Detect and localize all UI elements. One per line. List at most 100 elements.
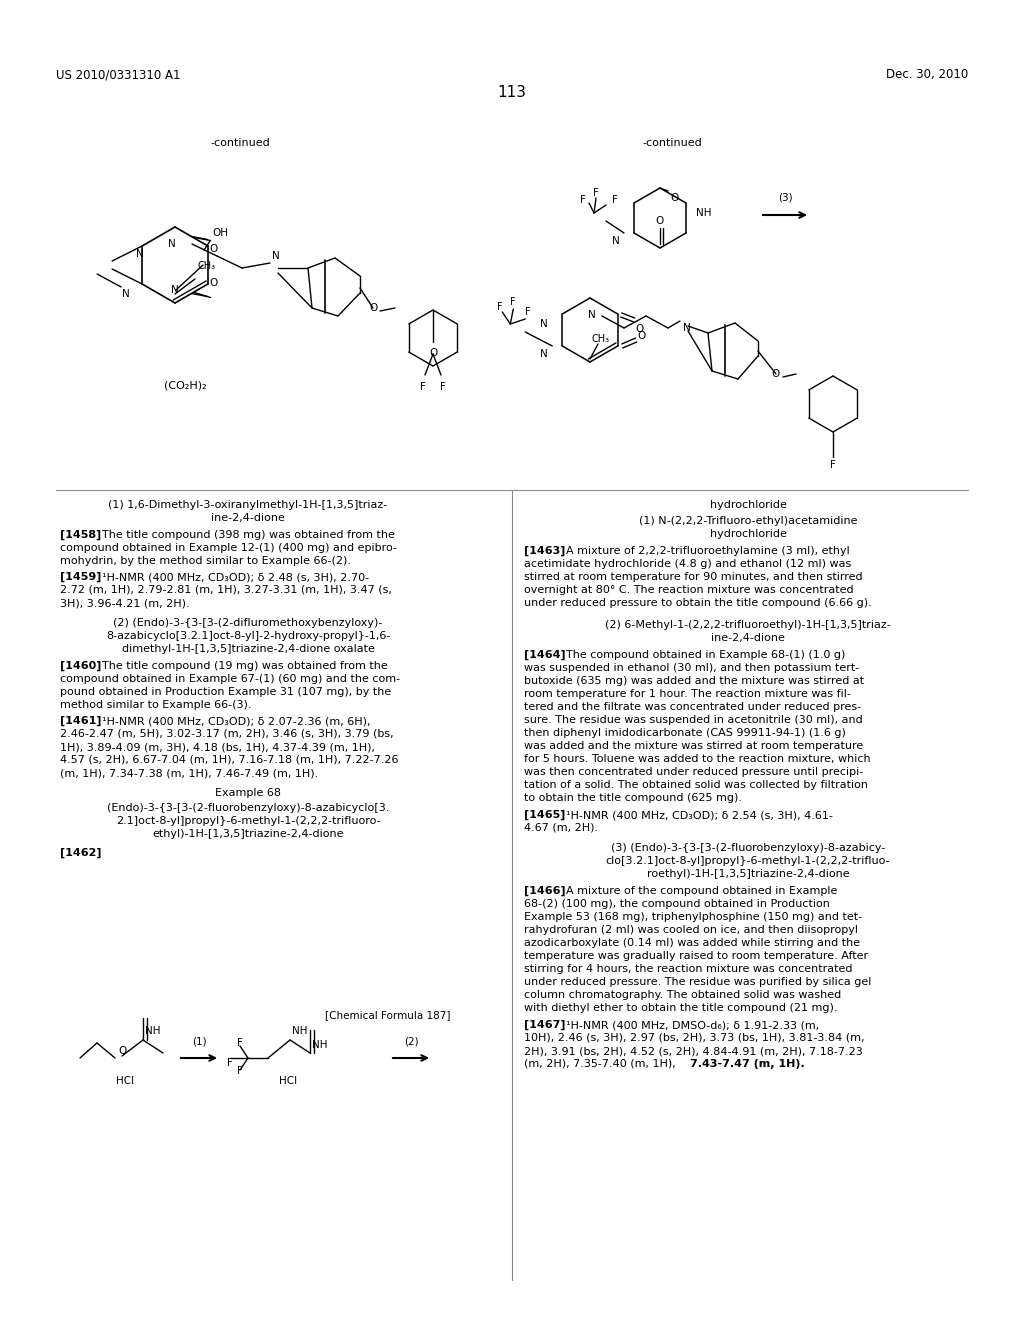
Text: dimethyl-1H-[1,3,5]triazine-2,4-dione oxalate: dimethyl-1H-[1,3,5]triazine-2,4-dione ox…: [122, 644, 375, 653]
Text: N: N: [541, 319, 548, 329]
Text: [1467]: [1467]: [524, 1020, 565, 1031]
Text: F: F: [238, 1038, 243, 1048]
Text: then diphenyl imidodicarbonate (CAS 99911-94-1) (1.6 g): then diphenyl imidodicarbonate (CAS 9991…: [524, 729, 846, 738]
Text: N: N: [683, 323, 691, 333]
Text: (1) 1,6-Dimethyl-3-oxiranylmethyl-1H-[1,3,5]triaz-: (1) 1,6-Dimethyl-3-oxiranylmethyl-1H-[1,…: [109, 500, 388, 510]
Text: N: N: [612, 236, 620, 246]
Text: clo[3.2.1]oct-8-yl]propyl}-6-methyl-1-(2,2,2-trifluo-: clo[3.2.1]oct-8-yl]propyl}-6-methyl-1-(2…: [605, 855, 890, 866]
Text: -continued: -continued: [642, 139, 701, 148]
Text: The title compound (398 mg) was obtained from the: The title compound (398 mg) was obtained…: [102, 531, 395, 540]
Text: (2) (Endo)-3-{3-[3-(2-difluromethoxybenzyloxy)-: (2) (Endo)-3-{3-[3-(2-difluromethoxybenz…: [114, 618, 383, 628]
Text: (3) (Endo)-3-{3-[3-(2-fluorobenzyloxy)-8-azabicy-: (3) (Endo)-3-{3-[3-(2-fluorobenzyloxy)-8…: [611, 843, 885, 853]
Text: under reduced pressure to obtain the title compound (6.66 g).: under reduced pressure to obtain the tit…: [524, 598, 871, 609]
Text: ¹H-NMR (400 MHz, CD₃OD); δ 2.48 (s, 3H), 2.70-: ¹H-NMR (400 MHz, CD₃OD); δ 2.48 (s, 3H),…: [102, 572, 369, 582]
Text: 4.67 (m, 2H).: 4.67 (m, 2H).: [524, 822, 598, 833]
Text: 3H), 3.96-4.21 (m, 2H).: 3H), 3.96-4.21 (m, 2H).: [60, 598, 189, 609]
Text: stirred at room temperature for 90 minutes, and then stirred: stirred at room temperature for 90 minut…: [524, 572, 862, 582]
Text: was suspended in ethanol (30 ml), and then potassium tert-: was suspended in ethanol (30 ml), and th…: [524, 663, 859, 673]
Text: [Chemical Formula 187]: [Chemical Formula 187]: [326, 1010, 451, 1020]
Text: NH: NH: [696, 209, 712, 218]
Text: (CO₂H)₂: (CO₂H)₂: [164, 380, 206, 389]
Text: 2.1]oct-8-yl]propyl}-6-methyl-1-(2,2,2-trifluoro-: 2.1]oct-8-yl]propyl}-6-methyl-1-(2,2,2-t…: [116, 816, 380, 826]
Text: 2H), 3.91 (bs, 2H), 4.52 (s, 2H), 4.84-4.91 (m, 2H), 7.18-7.23: 2H), 3.91 (bs, 2H), 4.52 (s, 2H), 4.84-4…: [524, 1045, 863, 1056]
Text: 68-(2) (100 mg), the compound obtained in Production: 68-(2) (100 mg), the compound obtained i…: [524, 899, 829, 909]
Text: mohydrin, by the method similar to Example 66-(2).: mohydrin, by the method similar to Examp…: [60, 556, 351, 566]
Text: azodicarboxylate (0.14 ml) was added while stirring and the: azodicarboxylate (0.14 ml) was added whi…: [524, 939, 860, 948]
Text: tation of a solid. The obtained solid was collected by filtration: tation of a solid. The obtained solid wa…: [524, 780, 868, 789]
Text: (2) 6-Methyl-1-(2,2,2-trifluoroethyl)-1H-[1,3,5]triaz-: (2) 6-Methyl-1-(2,2,2-trifluoroethyl)-1H…: [605, 620, 891, 630]
Text: stirring for 4 hours, the reaction mixture was concentrated: stirring for 4 hours, the reaction mixtu…: [524, 964, 853, 974]
Text: CH₃: CH₃: [197, 261, 215, 271]
Text: O: O: [670, 193, 678, 203]
Text: The title compound (19 mg) was obtained from the: The title compound (19 mg) was obtained …: [102, 661, 388, 671]
Text: for 5 hours. Toluene was added to the reaction mixture, which: for 5 hours. Toluene was added to the re…: [524, 754, 870, 764]
Text: -continued: -continued: [210, 139, 270, 148]
Text: F: F: [420, 381, 426, 392]
Text: CH₃: CH₃: [592, 334, 610, 345]
Text: 10H), 2.46 (s, 3H), 2.97 (bs, 2H), 3.73 (bs, 1H), 3.81-3.84 (m,: 10H), 2.46 (s, 3H), 2.97 (bs, 2H), 3.73 …: [524, 1034, 864, 1043]
Text: 2.72 (m, 1H), 2.79-2.81 (m, 1H), 3.27-3.31 (m, 1H), 3.47 (s,: 2.72 (m, 1H), 2.79-2.81 (m, 1H), 3.27-3.…: [60, 585, 392, 595]
Text: NH: NH: [312, 1040, 328, 1049]
Text: (1): (1): [191, 1036, 206, 1045]
Text: compound obtained in Example 12-(1) (400 mg) and epibro-: compound obtained in Example 12-(1) (400…: [60, 543, 397, 553]
Text: (3): (3): [777, 191, 793, 202]
Text: [1459]: [1459]: [60, 572, 101, 582]
Text: N: N: [168, 239, 176, 249]
Text: column chromatography. The obtained solid was washed: column chromatography. The obtained soli…: [524, 990, 842, 1001]
Text: (m, 1H), 7.34-7.38 (m, 1H), 7.46-7.49 (m, 1H).: (m, 1H), 7.34-7.38 (m, 1H), 7.46-7.49 (m…: [60, 768, 318, 777]
Text: (2): (2): [403, 1036, 419, 1045]
Text: F: F: [612, 195, 617, 205]
Text: [1461]: [1461]: [60, 715, 101, 726]
Text: with diethyl ether to obtain the title compound (21 mg).: with diethyl ether to obtain the title c…: [524, 1003, 838, 1012]
Text: F: F: [511, 297, 516, 308]
Text: O: O: [429, 348, 437, 358]
Text: hydrochloride: hydrochloride: [710, 529, 786, 539]
Text: O: O: [772, 370, 780, 379]
Text: [1466]: [1466]: [524, 886, 565, 896]
Text: 1H), 3.89-4.09 (m, 3H), 4.18 (bs, 1H), 4.37-4.39 (m, 1H),: 1H), 3.89-4.09 (m, 3H), 4.18 (bs, 1H), 4…: [60, 742, 375, 752]
Text: Dec. 30, 2010: Dec. 30, 2010: [886, 69, 968, 81]
Text: O: O: [638, 331, 646, 341]
Text: Example 68: Example 68: [215, 788, 281, 799]
Text: 8-azabicyclo[3.2.1]oct-8-yl]-2-hydroxy-propyl}-1,6-: 8-azabicyclo[3.2.1]oct-8-yl]-2-hydroxy-p…: [105, 631, 390, 642]
Text: ine-2,4-dione: ine-2,4-dione: [211, 513, 285, 523]
Text: N: N: [136, 249, 144, 259]
Text: Example 53 (168 mg), triphenylphosphine (150 mg) and tet-: Example 53 (168 mg), triphenylphosphine …: [524, 912, 862, 921]
Text: O: O: [210, 279, 218, 289]
Text: O: O: [656, 216, 665, 226]
Text: O: O: [636, 323, 644, 334]
Text: A mixture of 2,2,2-trifluoroethylamine (3 ml), ethyl: A mixture of 2,2,2-trifluoroethylamine (…: [566, 546, 850, 556]
Text: tered and the filtrate was concentrated under reduced pres-: tered and the filtrate was concentrated …: [524, 702, 861, 711]
Text: 7.43-7.47 (m, 1H).: 7.43-7.47 (m, 1H).: [690, 1059, 805, 1069]
Text: OH: OH: [212, 228, 228, 238]
Text: ine-2,4-dione: ine-2,4-dione: [711, 634, 785, 643]
Text: NH: NH: [292, 1026, 307, 1036]
Text: (m, 2H), 7.35-7.40 (m, 1H),: (m, 2H), 7.35-7.40 (m, 1H),: [524, 1059, 679, 1069]
Text: O: O: [369, 304, 377, 313]
Text: 2.46-2.47 (m, 5H), 3.02-3.17 (m, 2H), 3.46 (s, 3H), 3.79 (bs,: 2.46-2.47 (m, 5H), 3.02-3.17 (m, 2H), 3.…: [60, 729, 393, 739]
Text: NH: NH: [145, 1026, 161, 1036]
Text: 113: 113: [498, 84, 526, 100]
Text: was then concentrated under reduced pressure until precipi-: was then concentrated under reduced pres…: [524, 767, 863, 777]
Text: O: O: [210, 244, 218, 255]
Text: under reduced pressure. The residue was purified by silica gel: under reduced pressure. The residue was …: [524, 977, 871, 987]
Text: ¹H-NMR (400 MHz, DMSO-d₆); δ 1.91-2.33 (m,: ¹H-NMR (400 MHz, DMSO-d₆); δ 1.91-2.33 (…: [566, 1020, 819, 1030]
Text: (1) N-(2,2,2-Trifluoro-ethyl)acetamidine: (1) N-(2,2,2-Trifluoro-ethyl)acetamidine: [639, 516, 857, 525]
Text: F: F: [227, 1059, 233, 1068]
Text: [1462]: [1462]: [60, 847, 101, 858]
Text: pound obtained in Production Example 31 (107 mg), by the: pound obtained in Production Example 31 …: [60, 686, 391, 697]
Text: F: F: [593, 187, 599, 198]
Text: N: N: [272, 251, 280, 261]
Text: [1464]: [1464]: [524, 649, 565, 660]
Text: F: F: [830, 459, 836, 470]
Text: US 2010/0331310 A1: US 2010/0331310 A1: [56, 69, 180, 81]
Text: (Endo)-3-{3-[3-(2-fluorobenzyloxy)-8-azabicyclo[3.: (Endo)-3-{3-[3-(2-fluorobenzyloxy)-8-aza…: [106, 803, 389, 813]
Text: [1460]: [1460]: [60, 661, 101, 672]
Text: A mixture of the compound obtained in Example: A mixture of the compound obtained in Ex…: [566, 886, 838, 896]
Text: sure. The residue was suspended in acetonitrile (30 ml), and: sure. The residue was suspended in aceto…: [524, 715, 863, 725]
Text: [1463]: [1463]: [524, 546, 565, 556]
Text: roethyl)-1H-[1,3,5]triazine-2,4-dione: roethyl)-1H-[1,3,5]triazine-2,4-dione: [647, 869, 849, 879]
Text: rahydrofuran (2 ml) was cooled on ice, and then diisopropyl: rahydrofuran (2 ml) was cooled on ice, a…: [524, 925, 858, 935]
Text: butoxide (635 mg) was added and the mixture was stirred at: butoxide (635 mg) was added and the mixt…: [524, 676, 864, 686]
Text: hydrochloride: hydrochloride: [710, 500, 786, 510]
